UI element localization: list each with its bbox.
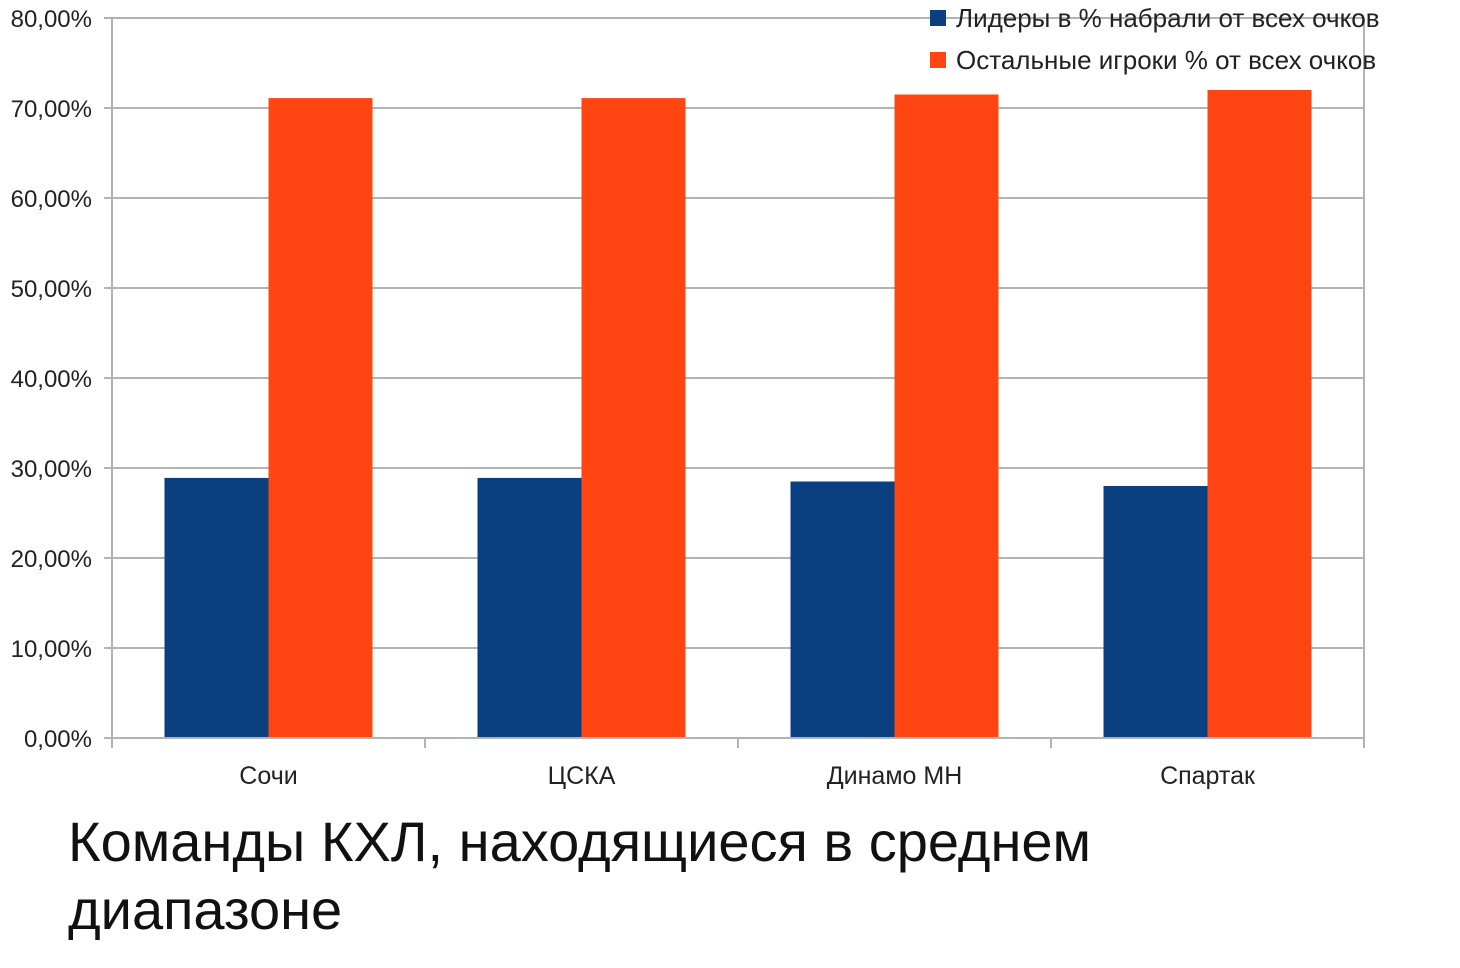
bar-leaders [1103, 486, 1208, 738]
y-tick-label: 40,00% [11, 366, 92, 393]
x-axis-categories: Сочи ЦСКА Динамо МН Спартак [239, 762, 1256, 790]
y-tick-label: 30,00% [11, 456, 92, 483]
bar-others [1207, 90, 1312, 738]
y-tick-label: 20,00% [11, 546, 92, 573]
bar-others [894, 94, 999, 738]
x-category-label: Динамо МН [827, 762, 963, 790]
y-tick-label: 10,00% [11, 636, 92, 663]
bars [164, 90, 1312, 739]
y-tick-label: 50,00% [11, 276, 92, 303]
legend-swatch [930, 10, 946, 26]
bar-leaders [164, 477, 269, 738]
y-axis-ticks: 0,00% 10,00% 20,00% 30,00% 40,00% 50,00% 60,00… [11, 6, 92, 753]
chart-caption: Команды КХЛ, находящиеся в среднем диапа… [68, 810, 1092, 941]
legend-label: Лидеры в % набрали от всех очков [956, 3, 1380, 33]
legend-label: Остальные игроки % от всех очков [956, 45, 1376, 75]
x-axis [111, 737, 1365, 748]
y-tick-label: 0,00% [24, 726, 92, 753]
x-category-label: Сочи [239, 762, 297, 790]
legend: Лидеры в % набрали от всех очков Остальны… [930, 3, 1380, 75]
y-tick-label: 60,00% [11, 186, 92, 213]
bar-leaders [790, 481, 895, 738]
legend-item: Лидеры в % набрали от всех очков [930, 3, 1380, 33]
y-tick-label: 80,00% [11, 6, 92, 33]
bar-others [268, 98, 373, 739]
x-category-label: ЦСКА [548, 762, 616, 790]
bar-chart: 0,00% 10,00% 20,00% 30,00% 40,00% 50,00% 60,00… [11, 3, 1380, 790]
bar-others [581, 98, 686, 739]
x-category-label: Спартак [1160, 762, 1256, 790]
y-tick-label: 70,00% [11, 96, 92, 123]
legend-item: Остальные игроки % от всех очков [930, 45, 1376, 75]
bar-leaders [477, 477, 582, 738]
legend-swatch [930, 52, 946, 68]
